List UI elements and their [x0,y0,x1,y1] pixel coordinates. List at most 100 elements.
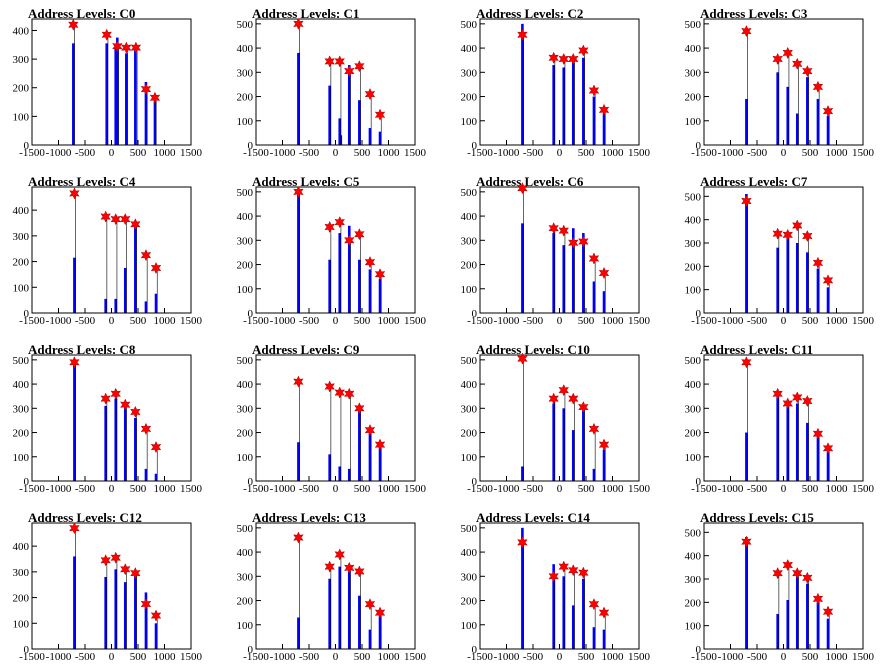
x-tick-label: -1000 [494,651,520,663]
peak-marker [354,402,365,415]
histogram-bar [521,223,524,313]
y-tick-label: 400 [461,43,478,55]
chart-svg: 0 100 200 300 400 500 -1500 -1000 -500 0 500 1000 15… [461,352,651,495]
x-tick-label: 1500 [628,483,651,495]
peak-marker [772,567,783,580]
histogram-bar [328,85,331,145]
peak-marker [100,392,111,405]
peak-marker [130,405,141,419]
x-tick-label: 1500 [852,483,875,495]
histogram-bar [795,576,799,649]
peak-marker [822,274,834,287]
histogram-bar [338,118,342,145]
peak-marker [354,228,365,241]
y-tick-label: 0 [472,644,478,656]
chart-title: Address Levels: C3 [700,6,808,21]
peak-marker [782,46,794,60]
histogram-bar [104,298,107,313]
peak-marker [588,422,600,436]
histogram-bar [328,578,331,649]
axes-frame [703,186,864,314]
y-tick-label: 100 [685,452,702,464]
y-tick-label: 100 [685,116,702,128]
y-tick-label: 100 [13,282,30,294]
x-tick-label: 0 [781,483,787,495]
histogram-bar [562,576,566,649]
histogram-bar [816,602,820,649]
histogram-bar [328,259,331,313]
chart-title: Address Levels: C2 [476,6,584,21]
histogram-bar [806,77,809,145]
y-tick-label: 100 [237,284,254,296]
x-tick-label: 500 [354,483,371,495]
peak-marker [598,438,610,451]
peak-marker [741,194,752,208]
histogram-bar [776,72,779,145]
peak-marker [150,440,162,454]
peak-marker [343,387,355,400]
chart-panel: Address Levels: C12 0 100 200 300 400 -1500 -10… [0,504,224,672]
x-tick-label: -1000 [718,483,744,495]
peak-marker [558,52,570,66]
y-tick-label: 0 [248,308,254,320]
x-tick-label: 1000 [378,315,401,327]
y-tick-label: 500 [237,355,254,367]
x-tick-label: 500 [802,651,819,663]
x-tick-label: 1000 [378,147,401,159]
histogram-bar [134,225,137,313]
chart-panel: Address Levels: C14 0 100 200 300 400 500 -1500… [448,504,672,672]
chart-title: Address Levels: C4 [28,174,136,189]
x-tick-label: -500 [747,147,768,159]
y-tick-label: 400 [685,43,702,55]
histogram-bar [552,233,555,313]
histogram-bar [114,569,118,649]
axes-frame [703,354,864,482]
peak-marker [548,570,559,583]
chart-title: Address Levels: C8 [28,342,136,357]
peak-marker [334,216,346,229]
histogram-bar [347,468,351,481]
histogram-bar [745,98,748,145]
histogram-bar [826,451,830,481]
histogram-bar [144,301,148,313]
y-tick-label: 100 [685,285,702,297]
peak-marker [517,182,528,195]
y-tick-label: 400 [685,215,702,227]
y-tick-label: 0 [248,476,254,488]
chart-panel: Address Levels: C10 0 100 200 300 400 500 -1500… [448,336,672,504]
x-tick-label: -500 [747,651,768,663]
peak-marker [119,213,131,226]
y-tick-label: 0 [696,476,702,488]
y-tick-label: 500 [685,527,702,539]
chart-svg: 0 100 200 300 400 500 -1500 -1000 -500 0 500 1000 15… [461,182,651,327]
x-tick-label: -500 [523,147,544,159]
y-tick-label: 300 [13,567,30,579]
chart-title: Address Levels: C1 [252,6,360,21]
histogram-bar [806,583,809,649]
peak-marker [140,597,152,611]
histogram-bar [816,98,820,145]
y-tick-label: 200 [13,593,30,605]
histogram-bar [521,466,524,481]
chart-svg: 0 100 200 300 400 500 -1500 -1000 -500 0 500 1000 15… [13,354,203,495]
x-tick-label: 1500 [628,651,651,663]
histogram-bar [114,298,118,313]
x-tick-label: -1000 [494,483,520,495]
peak-marker [782,228,794,241]
y-tick-label: 300 [461,67,478,79]
x-tick-label: 500 [354,147,371,159]
histogram-bar [73,257,76,313]
y-tick-label: 300 [461,235,478,247]
histogram-bar [602,291,606,313]
chart-panel: Address Levels: C1 0 100 200 300 400 500 -1500-… [224,0,448,168]
histogram-bar [358,410,361,481]
y-tick-label: 400 [461,211,478,223]
histogram-bar [297,442,300,481]
x-tick-label: 1500 [852,651,875,663]
x-tick-label: 1000 [826,147,849,159]
y-tick-label: 300 [237,571,254,583]
histogram-bar [552,403,555,481]
axes-frame [479,354,640,482]
peak-marker [772,387,783,400]
